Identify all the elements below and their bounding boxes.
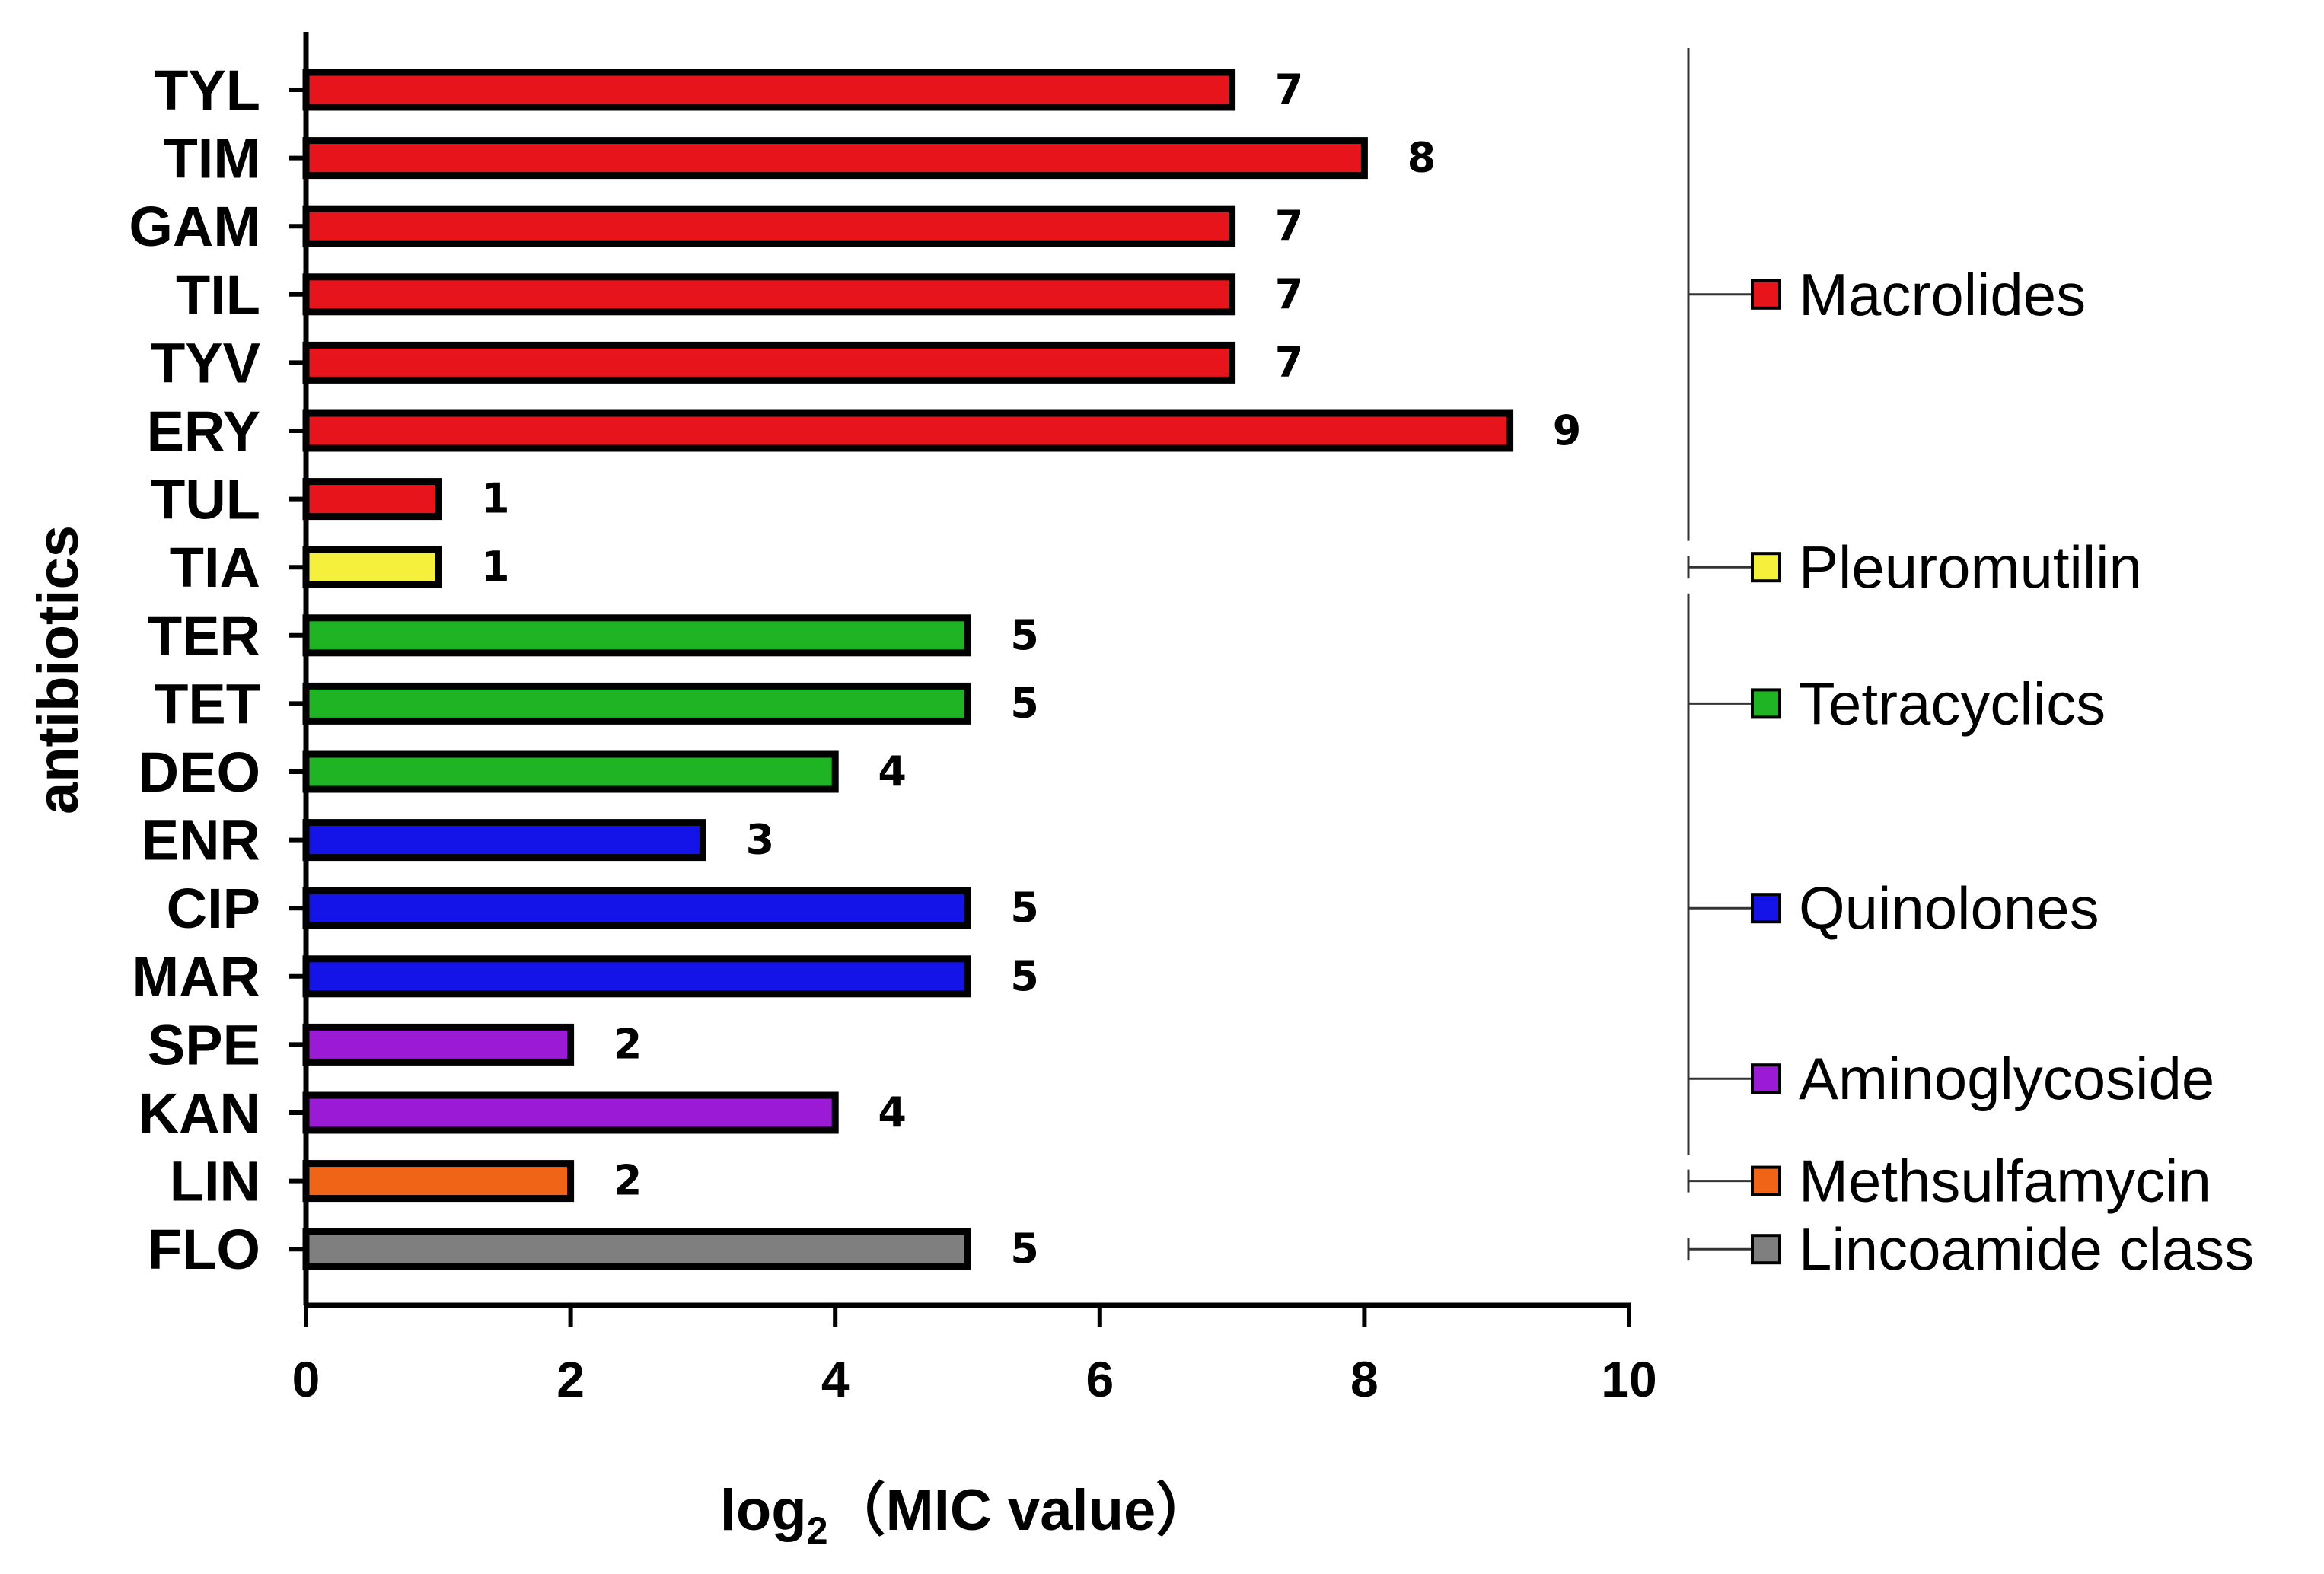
x-tick-label: 8 (1350, 1351, 1379, 1407)
bar-tul (302, 478, 442, 521)
value-label-ter: 5 (1010, 611, 1039, 659)
category-label-cip: CIP (167, 877, 260, 940)
x-axis-title-sub: 2 (807, 1509, 828, 1552)
value-label-enr: 3 (746, 816, 775, 864)
legend-label-methsulfamycin: Methsulfamycin (1799, 1148, 2211, 1215)
bar-kan (302, 1091, 839, 1134)
legend-label-macrolides: Macrolides (1799, 261, 2086, 328)
legend-label-lincoamide-class: Lincoamide class (1799, 1216, 2254, 1282)
legend-swatch-macrolides (1751, 279, 1781, 310)
value-label-tia: 1 (481, 543, 510, 591)
x-tick-label: 4 (821, 1351, 850, 1407)
category-label-ter: TER (148, 604, 260, 668)
bar-gam (302, 205, 1236, 247)
bar-lin (302, 1160, 575, 1203)
bar-deo (302, 750, 839, 793)
bar-cip (302, 887, 971, 929)
category-label-lin: LIN (170, 1150, 260, 1213)
legend-label-pleuromutilin: Pleuromutilin (1799, 534, 2142, 601)
category-label-gam: GAM (129, 195, 260, 258)
x-axis-title-rest: （MIC value） (828, 1478, 1214, 1543)
category-label-spe: SPE (148, 1013, 260, 1076)
bar-tyl (302, 69, 1236, 111)
legend-layer: Macrolides Pleuromutilin Tetracyclics Quino… (1687, 48, 2254, 1282)
bar-tyv (302, 341, 1236, 384)
x-tick-label: 10 (1601, 1351, 1656, 1407)
x-axis-title: log2（MIC value） (720, 1478, 1214, 1552)
value-label-spe: 2 (614, 1020, 642, 1068)
category-label-ery: ERY (147, 400, 260, 463)
bar-tet (302, 682, 971, 725)
value-label-tyl: 7 (1275, 65, 1304, 113)
value-label-mar: 5 (1010, 952, 1039, 1000)
legend-swatch-tetracyclics (1751, 688, 1781, 719)
value-label-tul: 1 (481, 475, 510, 523)
category-label-tia: TIA (170, 536, 260, 599)
legend-swatch-aminoglycoside (1751, 1063, 1781, 1094)
value-label-ery: 9 (1553, 406, 1582, 454)
category-label-tyl: TYL (154, 59, 260, 122)
legend-swatch-pleuromutilin (1751, 552, 1781, 583)
category-label-mar: MAR (132, 945, 260, 1008)
x-tick-label: 6 (1085, 1351, 1114, 1407)
category-label-flo: FLO (148, 1218, 260, 1281)
legend-label-tetracyclics: Tetracyclics (1799, 670, 2106, 737)
category-label-tyv: TYV (151, 331, 260, 394)
bar-enr (302, 819, 706, 862)
value-label-cip: 5 (1010, 884, 1039, 932)
category-label-tim: TIM (164, 127, 260, 190)
bar-flo (302, 1228, 971, 1270)
category-label-deo: DEO (139, 741, 260, 804)
category-label-tet: TET (154, 672, 260, 735)
value-label-kan: 4 (878, 1088, 907, 1136)
bar-mar (302, 955, 971, 998)
legend-swatch-methsulfamycin (1751, 1165, 1781, 1196)
value-label-deo: 4 (878, 747, 907, 795)
axes-layer: TYLTIMGAMTILTYVERYTULTIATERTETDEOENRCIPM… (129, 32, 1657, 1407)
value-label-tim: 8 (1407, 134, 1436, 182)
bar-ery (302, 409, 1514, 452)
legend-swatch-lincoamide-class (1751, 1234, 1781, 1265)
legend-swatch-quinolones (1751, 893, 1781, 924)
x-axis-title-main: log (720, 1478, 807, 1543)
x-tick-label: 0 (292, 1351, 320, 1407)
legend-label-aminoglycoside: Aminoglycoside (1799, 1045, 2214, 1112)
value-label-til: 7 (1275, 270, 1304, 318)
bar-tim (302, 137, 1368, 180)
bar-spe (302, 1023, 575, 1066)
x-tick-label: 2 (556, 1351, 585, 1407)
category-label-enr: ENR (142, 809, 260, 872)
bar-til (302, 273, 1236, 316)
category-label-til: TIL (176, 263, 260, 327)
legend-label-quinolones: Quinolones (1799, 875, 2099, 942)
value-label-lin: 2 (614, 1157, 642, 1205)
bar-ter (302, 614, 971, 657)
category-label-tul: TUL (151, 468, 260, 531)
value-label-gam: 7 (1275, 202, 1304, 250)
value-label-flo: 5 (1010, 1225, 1039, 1273)
value-label-tyv: 7 (1275, 338, 1304, 386)
value-label-tet: 5 (1010, 679, 1039, 727)
bar-tia (302, 546, 442, 588)
y-axis-title: antibiotics (26, 525, 91, 814)
category-label-kan: KAN (139, 1082, 260, 1145)
